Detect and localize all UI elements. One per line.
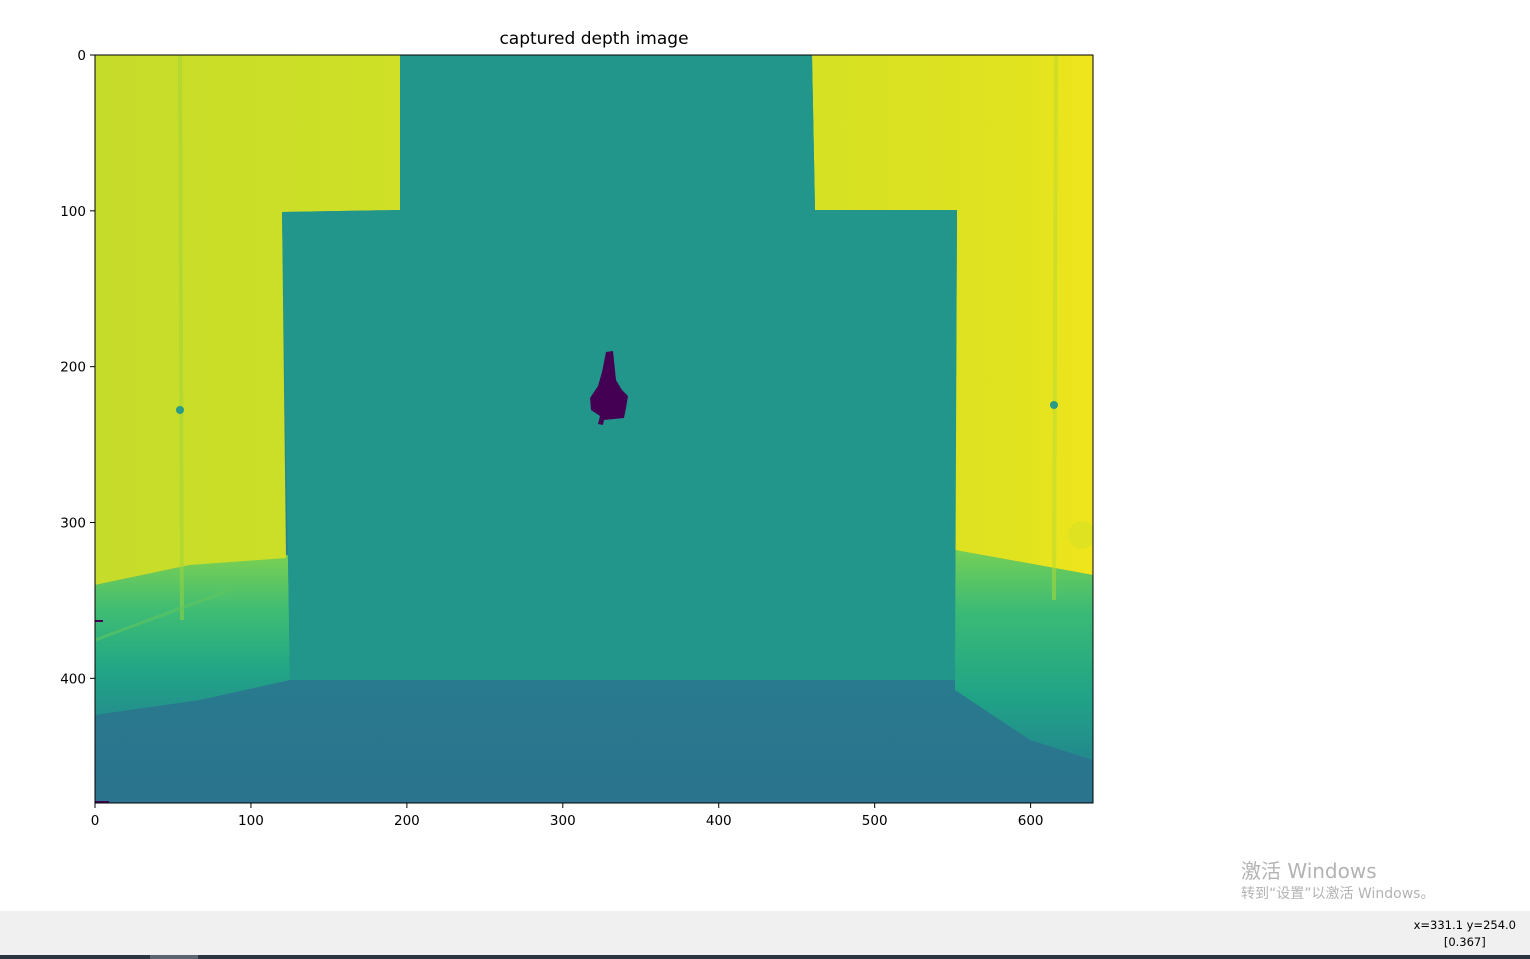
x-tick-label: 200 xyxy=(394,813,420,829)
depth-image xyxy=(95,55,1093,803)
edge-artifact-bottom xyxy=(95,801,109,803)
x-tick-label: 300 xyxy=(550,813,576,829)
taskbar-active-item[interactable] xyxy=(150,955,198,959)
wall-spot xyxy=(1068,521,1093,549)
cursor-pixel-value: [0.367] xyxy=(1443,935,1486,949)
left-edge-line xyxy=(178,55,184,621)
cursor-readout: x=331.1 y=254.0 [0.367] xyxy=(1414,917,1516,951)
invalid-depth-region xyxy=(590,351,628,425)
x-tick-label: 500 xyxy=(862,813,888,829)
edge-artifact xyxy=(95,620,103,622)
depth-plot[interactable]: 0 100 200 300 400 500 600 0 100 200 300 400 xyxy=(0,0,1530,905)
right-wall-region xyxy=(812,55,1093,575)
y-tick-label: 400 xyxy=(60,671,86,687)
y-tick-label: 100 xyxy=(60,204,86,220)
wall-hole-left xyxy=(176,406,184,414)
left-floor-region xyxy=(95,555,290,715)
x-axis: 0 100 200 300 400 500 600 xyxy=(91,803,1044,829)
y-tick-label: 300 xyxy=(60,516,86,532)
left-wall-region xyxy=(95,55,400,585)
right-edge-line xyxy=(1052,55,1058,601)
x-tick-label: 400 xyxy=(706,813,732,829)
status-bar: x=331.1 y=254.0 [0.367] xyxy=(0,911,1530,955)
wall-hole-right xyxy=(1050,401,1058,409)
y-tick-label: 200 xyxy=(60,360,86,376)
right-floor-region xyxy=(955,550,1093,760)
chart-title: captured depth image xyxy=(499,29,689,49)
x-tick-label: 100 xyxy=(238,813,264,829)
x-tick-label: 600 xyxy=(1018,813,1044,829)
cursor-coordinates: x=331.1 y=254.0 xyxy=(1413,918,1516,932)
center-wall-region xyxy=(282,55,957,680)
y-tick-label: 0 xyxy=(77,48,86,64)
x-tick-label: 0 xyxy=(91,813,100,829)
floor-edge-line xyxy=(95,588,231,642)
taskbar xyxy=(0,955,1530,959)
y-axis: 0 100 200 300 400 xyxy=(60,48,95,687)
axes-frame xyxy=(94,54,1094,804)
